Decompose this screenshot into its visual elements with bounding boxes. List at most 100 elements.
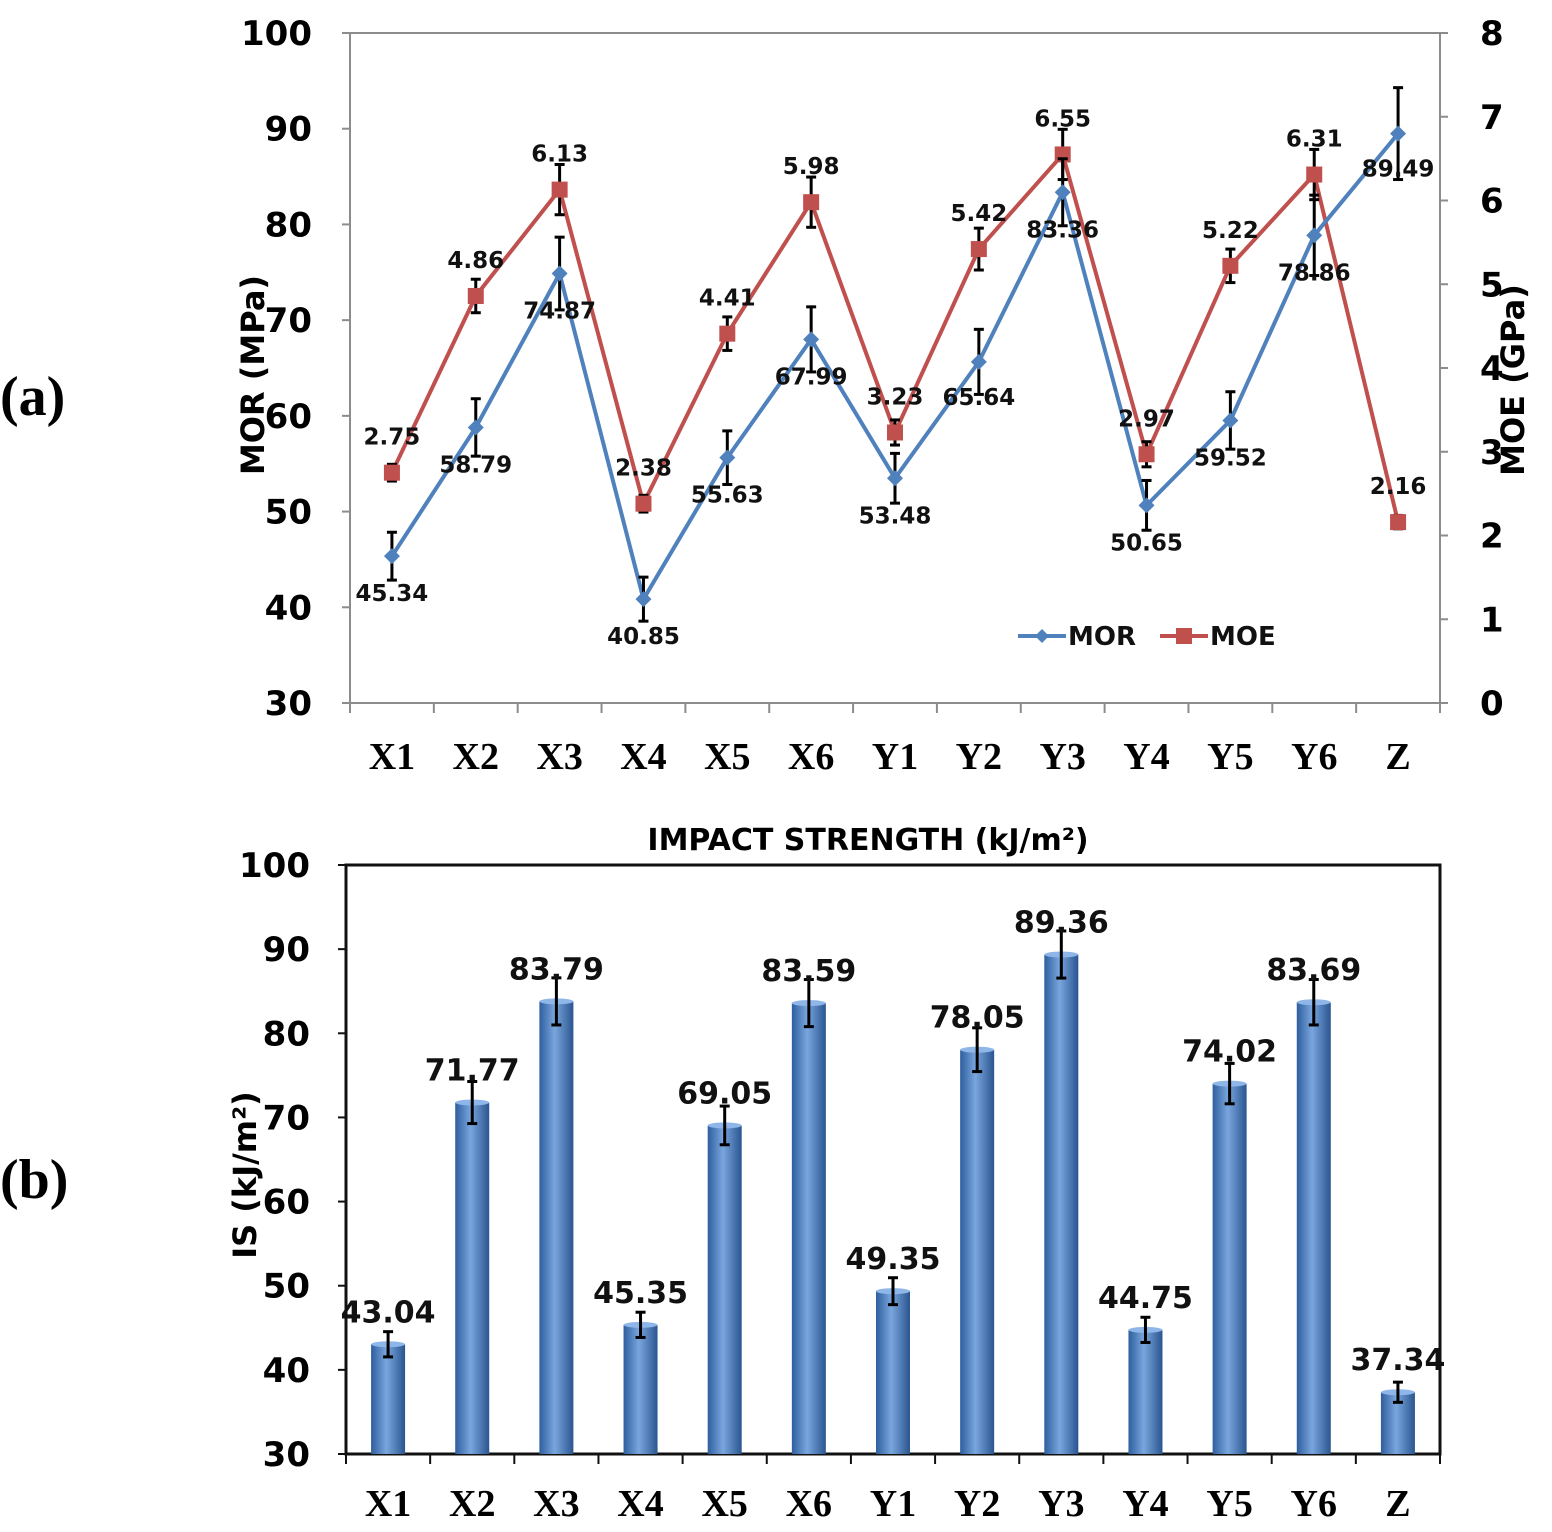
mor-point	[719, 449, 736, 466]
moe-point	[1390, 514, 1407, 531]
is-bar	[371, 1344, 406, 1454]
x-category-label: Y2	[954, 1483, 1000, 1525]
mor-data-label: 45.34	[356, 581, 429, 607]
x-category-label: X3	[533, 1483, 579, 1525]
y-axis-title-b: IS (kJ/m²)	[226, 1091, 264, 1259]
moe-data-label: 4.86	[447, 248, 504, 274]
moe-data-label: 5.42	[950, 201, 1007, 227]
mor-data-label: 89.49	[1362, 157, 1435, 183]
is-data-label: 83.79	[509, 952, 604, 987]
is-error-bar	[467, 1079, 478, 1126]
y2-tick-label: 4	[1480, 349, 1504, 389]
is-error-bar	[1392, 1380, 1403, 1404]
y2-axis-title-a: MOE (GPa)	[1494, 284, 1532, 476]
mor-point	[1390, 125, 1407, 142]
is-data-label: 78.05	[930, 1001, 1025, 1036]
x-category-label: X3	[536, 736, 582, 778]
legend-moe-label: MOE	[1210, 622, 1276, 652]
moe-point	[1222, 257, 1239, 274]
legend-mor-marker	[1035, 629, 1049, 643]
x-category-label: Y4	[1123, 736, 1169, 778]
y2-tick-label: 7	[1480, 98, 1504, 138]
x-category-label: Y6	[1291, 736, 1337, 778]
is-error-bar	[1140, 1315, 1151, 1345]
y-tick-label: 100	[239, 846, 310, 886]
mor-data-label: 53.48	[859, 503, 932, 529]
legend-mor-label: MOR	[1068, 622, 1136, 652]
moe-point	[970, 241, 987, 258]
x-category-label: Y2	[956, 736, 1002, 778]
y2-tick-label: 6	[1480, 182, 1504, 222]
mor-data-label: 59.52	[1194, 445, 1267, 471]
is-error-bar	[635, 1310, 646, 1339]
x-category-label: X2	[453, 736, 499, 778]
y-axis-title-a: MOR (MPa)	[234, 275, 272, 475]
mor-point	[635, 591, 652, 608]
is-bar	[455, 1102, 490, 1454]
is-bar	[623, 1324, 658, 1454]
y-tick-label: 50	[265, 493, 312, 533]
moe-point	[887, 424, 903, 441]
x-category-label: X1	[365, 1483, 411, 1525]
mor-data-label: 83.36	[1026, 217, 1099, 243]
moe-data-label: 2.97	[1118, 406, 1175, 432]
is-error-bar	[888, 1276, 898, 1307]
x-category-label: X5	[704, 736, 750, 778]
is-bar	[876, 1291, 910, 1454]
mor-data-label: 78.86	[1278, 260, 1351, 286]
y-tick-label: 80	[265, 205, 312, 245]
mor-point	[887, 470, 903, 487]
mor-point	[1054, 184, 1071, 201]
y2-tick-label: 0	[1480, 684, 1504, 724]
mor-point	[803, 331, 820, 348]
mor-point	[383, 548, 400, 565]
y2-tick-label: 8	[1480, 14, 1504, 54]
x-category-label: Y6	[1291, 1483, 1337, 1525]
is-error-bar	[719, 1104, 730, 1147]
mor-data-label: 50.65	[1110, 530, 1183, 556]
y2-tick-label: 2	[1480, 517, 1504, 557]
is-data-label: 45.35	[593, 1276, 688, 1311]
y-tick-label: 90	[263, 930, 310, 970]
y-tick-label: 80	[263, 1014, 310, 1054]
is-error-bar	[1224, 1061, 1235, 1106]
is-data-label: 71.77	[425, 1054, 520, 1089]
moe-point	[551, 181, 568, 198]
is-data-label: 74.02	[1182, 1035, 1277, 1070]
mor-data-label: 40.85	[607, 624, 680, 650]
y2-tick-label: 1	[1480, 600, 1504, 640]
y-tick-label: 60	[263, 1183, 310, 1223]
y-tick-label: 70	[265, 301, 312, 341]
moe-point	[803, 194, 820, 211]
moe-data-label: 4.41	[699, 286, 756, 312]
moe-data-label: 3.23	[867, 384, 924, 410]
y-tick-label: 30	[263, 1435, 310, 1475]
x-category-label: X1	[369, 736, 415, 778]
is-error-bar	[383, 1330, 394, 1359]
mor-point	[1138, 497, 1155, 514]
y2-tick-label: 5	[1480, 265, 1504, 305]
moe-data-label: 2.16	[1370, 474, 1427, 500]
mor-point	[1222, 412, 1239, 429]
moe-point	[1306, 166, 1323, 183]
x-category-label: X6	[786, 1483, 832, 1525]
is-data-label: 37.34	[1350, 1343, 1445, 1378]
is-error-bar	[1308, 978, 1319, 1027]
moe-data-label: 6.31	[1286, 127, 1343, 153]
is-data-label: 43.04	[341, 1295, 436, 1330]
is-data-label: 49.35	[846, 1242, 941, 1277]
x-category-label: Z	[1385, 736, 1410, 778]
moe-data-label: 5.22	[1202, 218, 1259, 244]
is-bar	[1296, 1002, 1331, 1454]
y-tick-label: 100	[241, 14, 312, 54]
x-category-label: Y1	[872, 736, 918, 778]
impact-strength-bar-chart: IMPACT STRENGTH (kJ/m²) 30 40 50 60 70 80 90 10…	[226, 823, 1445, 1525]
y-tick-label: 40	[263, 1351, 310, 1391]
chart-title-b: IMPACT STRENGTH (kJ/m²)	[647, 823, 1088, 858]
x-category-label: Y4	[1122, 1483, 1168, 1525]
mor-data-label: 58.79	[439, 452, 512, 478]
x-category-label: Y5	[1207, 736, 1253, 778]
moe-data-label: 2.38	[615, 456, 672, 482]
x-category-label: X4	[620, 736, 666, 778]
mor-point	[467, 419, 484, 436]
